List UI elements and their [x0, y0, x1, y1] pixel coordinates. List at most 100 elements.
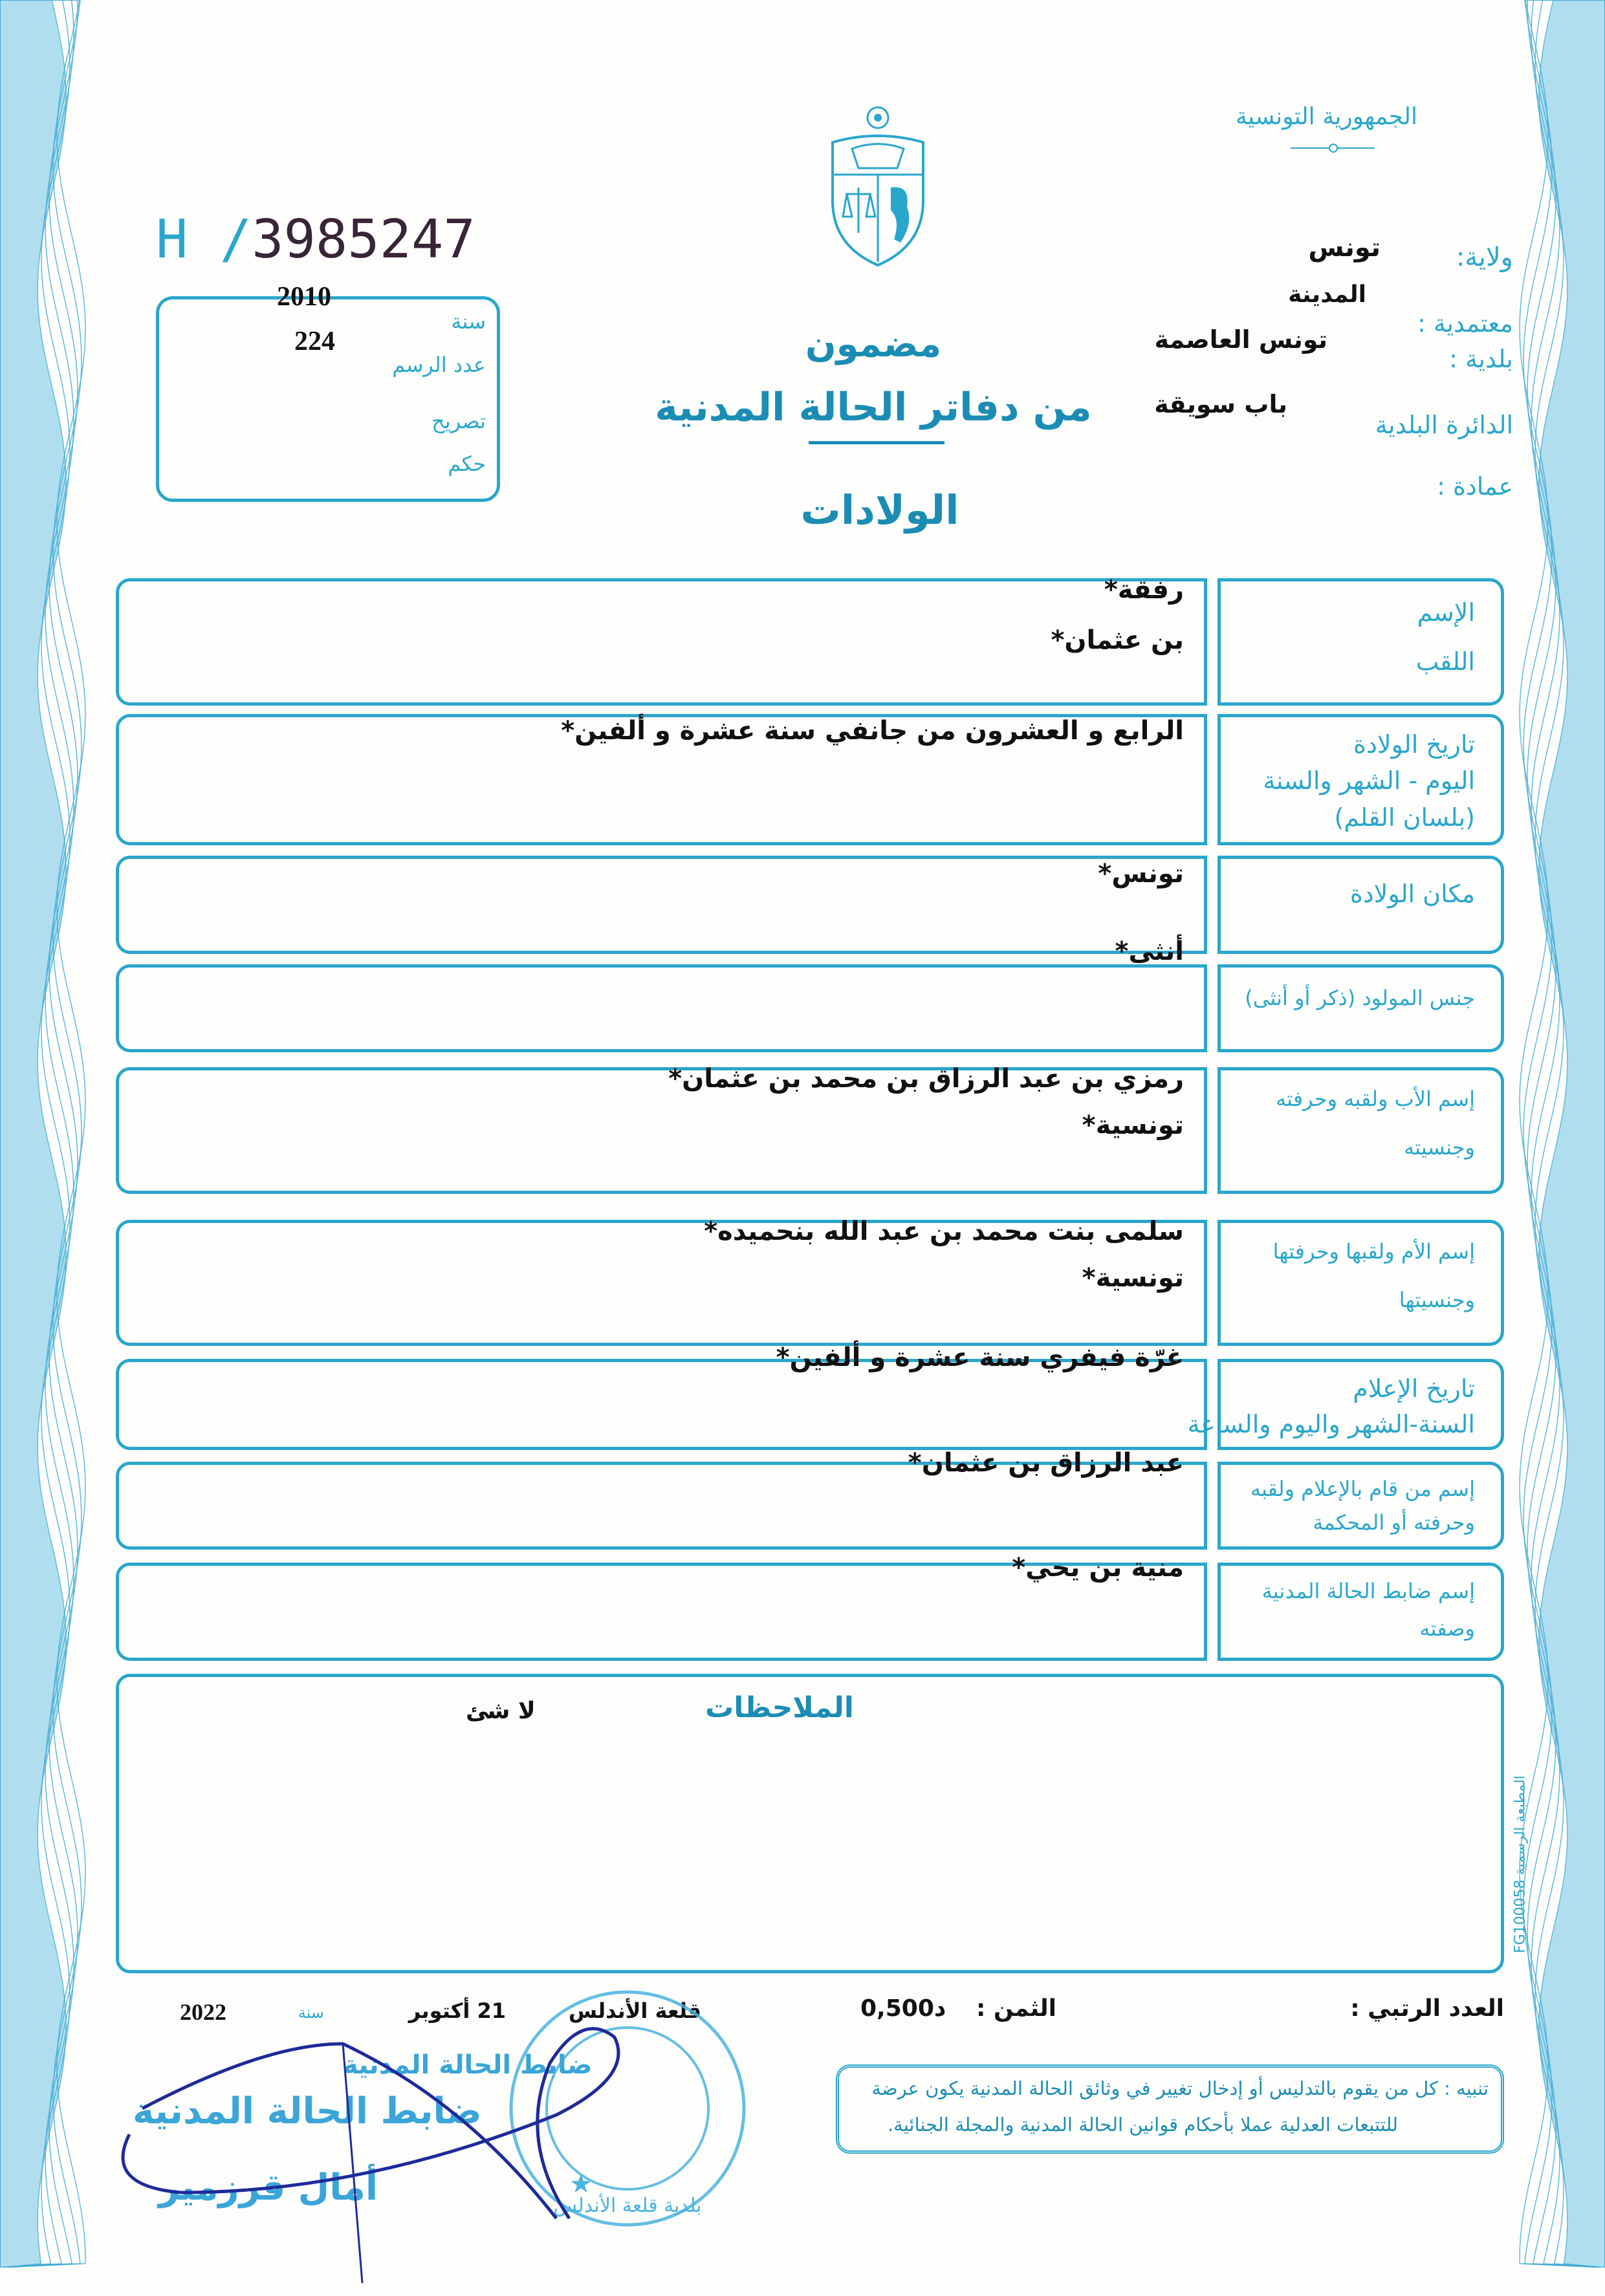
border-wave-line [1519, 0, 1605, 2268]
field-label: تاريخ الولادة [1353, 730, 1475, 759]
field-label: وجنسيته [1404, 1135, 1475, 1160]
serial-value: 3985247 [252, 209, 475, 270]
field-label: وحرفته أو المحكمة [1313, 1510, 1475, 1535]
field-value-cell [116, 856, 1207, 954]
field-value-cell [116, 714, 1207, 845]
border-wave-line [1531, 0, 1605, 2268]
seal-star-icon: ★ [569, 2169, 593, 2199]
field-value-cell [116, 1220, 1207, 1346]
field-value-cell [116, 1563, 1207, 1661]
border-wave-line [0, 0, 78, 2268]
delegation-value: المدينة [1288, 281, 1366, 308]
municipality-label: بلدية : [1449, 345, 1513, 373]
tunisia-coat-of-arms-icon [831, 106, 924, 267]
field-label: إسم ضابط الحالة المدنية [1261, 1578, 1475, 1603]
field-label: اليوم - الشهر والسنة [1263, 766, 1475, 796]
field-label: السنة-الشهر واليوم والساعة [1187, 1409, 1475, 1438]
heading-ornament-dot [1329, 144, 1338, 153]
register-box [156, 296, 500, 502]
remarks-value: لا شئ [466, 1698, 536, 1724]
field-label-cell: جنس المولود (ذكر أو أنثى) [1217, 964, 1504, 1052]
field-label: تاريخ الإعلام [1353, 1374, 1475, 1403]
issue-year-label: سنة [298, 2004, 324, 2022]
field-value-cell [116, 964, 1207, 1052]
field-label-cell: إسم ضابط الحالة المدنية وصفته [1217, 1563, 1504, 1661]
issue-date: 21 أكتوبر [408, 1998, 506, 2023]
border-wave-line [1527, 0, 1605, 2268]
field-value: سلمى بنت محمد بن عبد الله بنحميده* [704, 1217, 1184, 1246]
district-label: الدائرة البلدية [1375, 411, 1513, 439]
field-label: إسم الأب ولقبه وحرفته [1276, 1086, 1475, 1111]
field-label: إسم من قام بالإعلام ولقبه [1250, 1476, 1475, 1501]
field-label-cell: الإسم اللقب [1217, 578, 1504, 706]
register-number-label: عدد الرسم [392, 352, 486, 377]
serial-label: العدد الرتبي : [1350, 1995, 1504, 2022]
remarks-label: الملاحظات [705, 1691, 854, 1724]
decorative-border-right [1519, 0, 1605, 2268]
field-value: رفقة* [1104, 575, 1184, 605]
handwritten-signature [121, 2027, 620, 2284]
register-number-value: 224 [294, 327, 335, 356]
field-label: مكان الولادة [1349, 879, 1475, 908]
field-value: غرّة فيفري سنة عشرة و ألفين* [776, 1343, 1184, 1372]
field-value-cell [116, 1462, 1207, 1550]
field-value-cell [116, 1067, 1207, 1194]
title-births: الولادات [800, 486, 959, 534]
field-label-cell: مكان الولادة [1217, 856, 1504, 954]
field-value: تونس* [1098, 859, 1184, 889]
field-value: بن عثمان* [1051, 625, 1185, 655]
governorate-label: ولاية: [1456, 243, 1513, 272]
field-value: تونسية* [1082, 1263, 1184, 1293]
border-wave-line [0, 0, 67, 2268]
municipality-value: تونس العاصمة [1154, 325, 1327, 354]
field-value: رمزي بن عبد الرزاق بن محمد بن عثمان* [668, 1064, 1184, 1094]
official-seal-stamp: بلدية قلعة الأندلس ★ [509, 1990, 746, 2227]
field-value-cell [116, 1359, 1207, 1450]
register-year-label: سنة [451, 309, 486, 334]
field-label: (بلسان القلم) [1334, 803, 1476, 832]
title-extract: مضمون [805, 323, 942, 365]
serial-number: H /3985247 [156, 213, 475, 266]
border-wave-line [0, 0, 86, 2268]
legal-notice-box [836, 2064, 1504, 2154]
field-value: تونسية* [1082, 1110, 1184, 1140]
border-wave-line [0, 0, 71, 2268]
field-label-cell: تاريخ الولادة اليوم - الشهر والسنة (بلسان … [1217, 714, 1504, 845]
issue-year-value: 2022 [180, 1999, 226, 2025]
price-label: الثمن : [976, 1995, 1056, 2022]
field-label: الإسم [1417, 598, 1475, 627]
decorative-border-left [0, 0, 86, 2268]
sector-label: عمادة : [1437, 472, 1513, 501]
serial-prefix: H / [156, 209, 252, 270]
declaration-label: تصريح [431, 409, 486, 433]
field-label: اللقب [1415, 647, 1475, 676]
field-value-cell [116, 578, 1207, 706]
legal-notice-line-1: تنبيه : كل من يقوم بالتدليس أو إدخال تغي… [871, 2077, 1489, 2099]
printer-mark: المطبعة الرسمية FG100058 [1512, 1775, 1529, 1953]
title-civil-registers: من دفاتر الحالة المدنية [655, 385, 1092, 430]
field-label-cell: إسم من قام بالإعلام ولقبه وحرفته أو المحك… [1217, 1462, 1504, 1550]
governorate-value: تونس [1308, 233, 1381, 263]
judgment-label: حكم [448, 451, 486, 476]
field-label: وصفته [1419, 1616, 1475, 1641]
legal-notice-line-2: للتتبعات العدلية عملا بأحكام قوانين الحا… [887, 2114, 1398, 2136]
field-label: إسم الأم ولقبها وحرفتها [1272, 1239, 1475, 1264]
register-year-value: 2010 [277, 282, 331, 312]
field-value: الرابع و العشرون من جانفي سنة عشرة و ألف… [561, 716, 1184, 746]
border-wave-line [0, 0, 74, 2268]
field-value: أنثى* [1115, 937, 1184, 966]
remarks-box [116, 1674, 1504, 1973]
field-label-cell: إسم الأب ولقبه وحرفته وجنسيته [1217, 1067, 1504, 1194]
field-value: عبد الرزاق بن عثمان* [908, 1448, 1184, 1478]
field-label: وجنسيتها [1399, 1287, 1475, 1312]
seal-text: بلدية قلعة الأندلس [553, 2193, 701, 2217]
field-label: جنس المولود (ذكر أو أنثى) [1245, 985, 1475, 1010]
border-wave-line [1538, 0, 1605, 2268]
price-value: 0,500د [860, 1995, 946, 2022]
district-value: باب سويقة [1154, 390, 1287, 418]
officer-title-large: ضابط الحالة المدنية [133, 2090, 482, 2132]
title-underline [809, 441, 944, 444]
border-wave-line [1534, 0, 1605, 2268]
field-label-cell: تاريخ الإعلام السنة-الشهر واليوم والساعة [1188, 1359, 1504, 1450]
field-label-cell: إسم الأم ولقبها وحرفتها وجنسيتها [1217, 1220, 1504, 1346]
